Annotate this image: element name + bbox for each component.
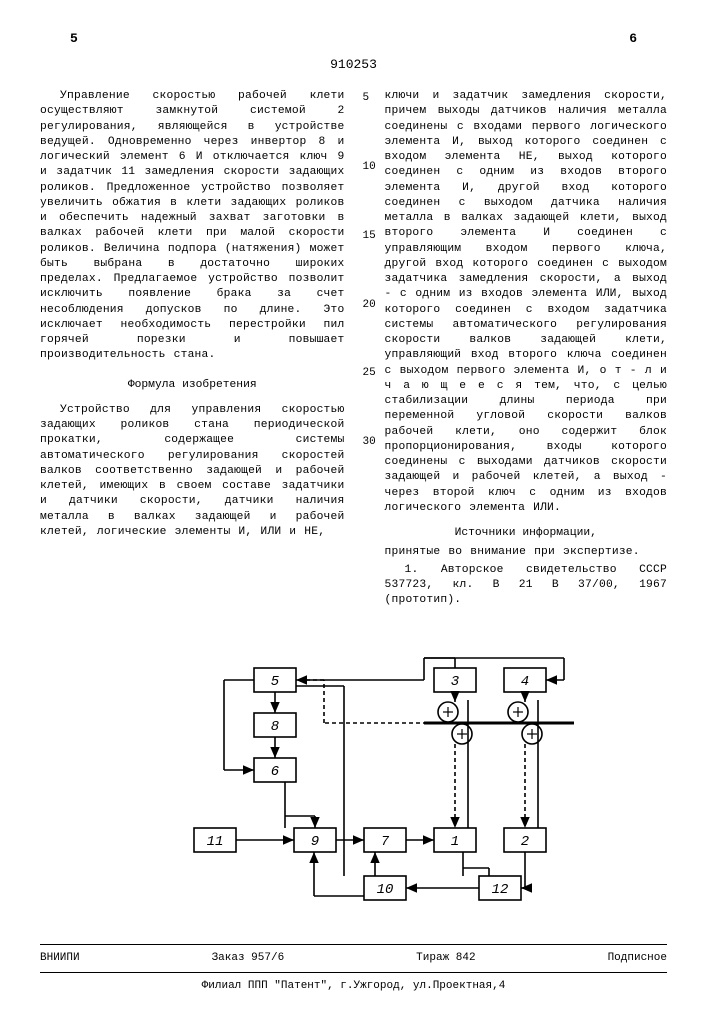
right-column: ключи и задатчик замедления скорости, пр… <box>385 89 668 610</box>
page-root: 5 6 910253 Управление скоростью рабочей … <box>0 0 707 1014</box>
header-page-numbers: 5 6 <box>40 30 667 48</box>
svg-text:5: 5 <box>270 674 279 690</box>
left-paragraph-2: Устройство для управления скоростью зада… <box>40 403 345 540</box>
svg-text:8: 8 <box>270 719 278 735</box>
left-paragraph-1: Управление скоростью рабочей клети осуще… <box>40 89 345 364</box>
block-diagram: 123456789101112 <box>124 628 584 928</box>
svg-text:3: 3 <box>450 674 458 690</box>
svg-text:1: 1 <box>450 834 458 850</box>
svg-text:4: 4 <box>520 674 528 690</box>
footer-bar: ВНИИПИ Заказ 957/6 Тираж 842 Подписное <box>40 944 667 973</box>
sources-subtitle: принятые во внимание при экспертизе. <box>385 545 668 560</box>
line-num: 15 <box>363 229 381 244</box>
svg-text:12: 12 <box>491 882 508 898</box>
line-num: 30 <box>363 435 381 450</box>
line-num: 5 <box>363 91 381 106</box>
page-num-right: 6 <box>629 30 637 48</box>
svg-text:11: 11 <box>206 834 223 850</box>
line-num: 10 <box>363 160 381 175</box>
svg-text:10: 10 <box>376 882 393 898</box>
svg-text:2: 2 <box>520 834 528 850</box>
sources-title: Источники информации, <box>385 526 668 541</box>
right-paragraph-2: 1. Авторское свидетельство СССР 537723, … <box>385 563 668 609</box>
patent-number: 910253 <box>40 56 667 74</box>
page-num-left: 5 <box>70 30 78 48</box>
formula-title: Формула изобретения <box>40 378 345 393</box>
right-paragraph-1: ключи и задатчик замедления скорости, пр… <box>385 89 668 516</box>
line-num: 20 <box>363 298 381 313</box>
svg-text:7: 7 <box>380 834 389 850</box>
line-num: 25 <box>363 366 381 381</box>
footer-sub: Подписное <box>608 951 667 966</box>
footer-tirazh: Тираж 842 <box>416 951 475 966</box>
footer-order: Заказ 957/6 <box>212 951 285 966</box>
right-column-wrap: 5 10 15 20 25 30 ключи и задатчик замедл… <box>363 89 668 610</box>
line-number-gutter: 5 10 15 20 25 30 <box>363 89 381 610</box>
footer-org: ВНИИПИ <box>40 951 80 966</box>
left-column: Управление скоростью рабочей клети осуще… <box>40 89 345 610</box>
footer-address: Филиал ППП "Патент", г.Ужгород, ул.Проек… <box>40 973 667 994</box>
svg-text:6: 6 <box>270 764 278 780</box>
two-column-body: Управление скоростью рабочей клети осуще… <box>40 89 667 610</box>
svg-text:9: 9 <box>310 834 318 850</box>
